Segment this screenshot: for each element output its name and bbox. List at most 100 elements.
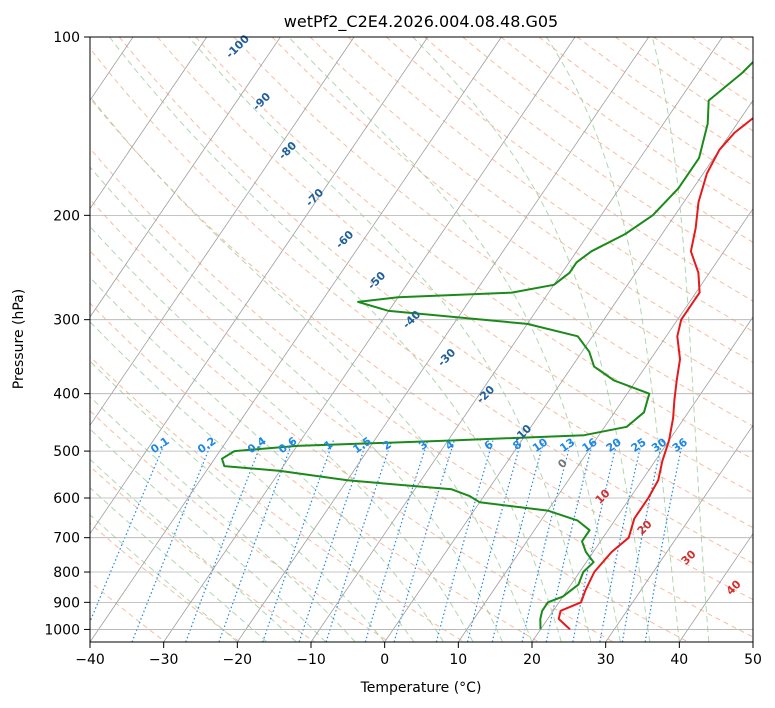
mixing-ratio-label: 20 — [604, 435, 624, 455]
mixing-ratio-line — [364, 440, 429, 642]
y-tick-label: 300 — [53, 313, 80, 329]
dry-adiabat-line — [195, 37, 753, 460]
moist-adiabat-line — [651, 37, 710, 642]
x-tick-label: 20 — [523, 652, 541, 668]
chart-title: wetPf2_C2E4.2026.004.08.48.G05 — [284, 12, 558, 32]
dry-adiabat-line — [309, 37, 753, 363]
dewpoint-profile-line — [221, 60, 753, 630]
moist-adiabat-line — [90, 166, 503, 642]
mixing-ratio-line — [298, 440, 368, 642]
moist-adiabat-line — [90, 487, 268, 642]
mixing-ratio-label: 3 — [416, 438, 430, 453]
mixing-ratio-label: 10 — [530, 435, 550, 455]
moist-adiabat-label: 40 — [724, 577, 744, 597]
dry-adiabat-line — [90, 522, 241, 642]
dry-adiabat-line — [90, 465, 315, 642]
isotherm-line — [752, 641, 753, 642]
dry-adiabat-line — [729, 37, 753, 54]
dry-adiabat-label: -60 — [333, 228, 356, 251]
dry-adiabat-label: -70 — [303, 186, 326, 209]
mixing-ratio-line — [545, 440, 594, 642]
moist-adiabat-line — [90, 395, 356, 642]
moist-adiabat-label: 10 — [593, 486, 613, 506]
dry-adiabat-line — [90, 198, 689, 642]
dry-adiabat-line — [90, 250, 614, 642]
isotherm-line — [384, 99, 753, 642]
dry-adiabat-label: -90 — [250, 90, 273, 113]
x-tick-label: −30 — [149, 652, 179, 668]
dry-adiabat-line — [90, 147, 753, 638]
x-tick-label: 10 — [449, 652, 467, 668]
isotherm-line — [90, 37, 502, 642]
sounding-profiles — [221, 60, 753, 631]
isotherm-line — [163, 37, 576, 642]
y-tick-label: 500 — [53, 444, 80, 460]
mixing-ratio-line — [599, 440, 643, 642]
dry-adiabat-line — [386, 37, 753, 302]
moist-adiabat-line — [90, 428, 327, 642]
isotherm-line — [310, 37, 723, 642]
temperature-profile-line — [557, 116, 753, 631]
adiabat-labels: 0.1 0.2 0.4 0.6 1 1.5 2 3 4 6 8 10 13 16 20 25 30 36-100-… — [148, 32, 744, 598]
moist-adiabat-line — [90, 360, 386, 642]
y-axis: 100 200 300 400 500 600 700 800 900 1000 — [44, 30, 90, 638]
mixing-ratio-label: 0.1 — [148, 434, 171, 456]
moist-adiabat-line — [546, 37, 680, 642]
dry-adiabat-line — [462, 37, 753, 243]
isotherm-line — [90, 37, 355, 427]
mixing-ratio-label: 2 — [380, 438, 394, 453]
moist-adiabat-line — [412, 37, 651, 642]
y-axis-label: Pressure (hPa) — [11, 289, 27, 389]
dry-adiabat-line — [691, 37, 753, 79]
moist-adiabat-line — [109, 37, 562, 642]
moist-adiabat-line — [90, 458, 297, 642]
moist-adiabat-line — [90, 276, 445, 642]
x-tick-label: 0 — [380, 652, 389, 668]
moist-adiabat-line — [90, 514, 238, 642]
dry-adiabat-line — [576, 37, 753, 159]
plot-frame — [89, 36, 754, 643]
x-tick-label: −40 — [75, 652, 105, 668]
moist-adiabat-label: 20 — [635, 517, 655, 537]
dry-adiabat-line — [538, 37, 753, 187]
y-tick-label: 700 — [53, 531, 80, 547]
dry-adiabat-line — [90, 97, 753, 601]
mixing-ratio-label: 0.4 — [245, 434, 269, 456]
moist-adiabat-line — [288, 37, 621, 642]
mixing-ratio-line — [90, 440, 167, 624]
isotherm-line — [605, 424, 753, 642]
y-tick-label: 900 — [53, 595, 80, 611]
isotherm-line — [237, 37, 650, 642]
mixing-ratio-label: 30 — [649, 435, 669, 455]
mixing-ratio-label: 13 — [557, 436, 577, 455]
moist-adiabat-line — [90, 321, 415, 642]
dry-adiabat-label: -100 — [223, 32, 252, 61]
dry-adiabat-label: -20 — [474, 383, 497, 406]
dry-adiabat-line — [233, 37, 753, 427]
dry-adiabat-line — [118, 37, 753, 529]
mixing-ratio-label: 0.6 — [276, 434, 300, 456]
isotherm-line — [90, 37, 281, 318]
y-tick-label: 200 — [53, 208, 80, 224]
dry-adiabat-line — [768, 37, 775, 642]
y-tick-label: 100 — [53, 30, 80, 46]
dry-adiabat-line — [90, 302, 540, 642]
dry-adiabat-line — [347, 37, 753, 332]
dry-adiabat-line — [90, 355, 465, 642]
mixing-ratio-line — [466, 440, 522, 642]
isotherm-line — [90, 37, 429, 535]
mixing-ratio-label: 36 — [670, 435, 690, 455]
x-tick-label: 30 — [597, 652, 615, 668]
dry-adiabat-line — [90, 47, 753, 564]
mixing-ratio-line — [218, 440, 294, 642]
isotherm-line — [90, 37, 208, 210]
moist-adiabat-line — [90, 95, 533, 642]
x-axis: −40 −30 −20 −10 0 10 20 30 40 50 — [75, 642, 762, 668]
y-tick-label: 800 — [53, 565, 80, 581]
mixing-ratio-label: 6 — [482, 438, 496, 453]
mixing-ratio-line — [325, 440, 393, 642]
background-lines — [90, 37, 775, 642]
moist-adiabat-line — [188, 37, 592, 642]
mixing-ratio-line — [393, 440, 455, 642]
x-tick-label: −10 — [296, 652, 326, 668]
